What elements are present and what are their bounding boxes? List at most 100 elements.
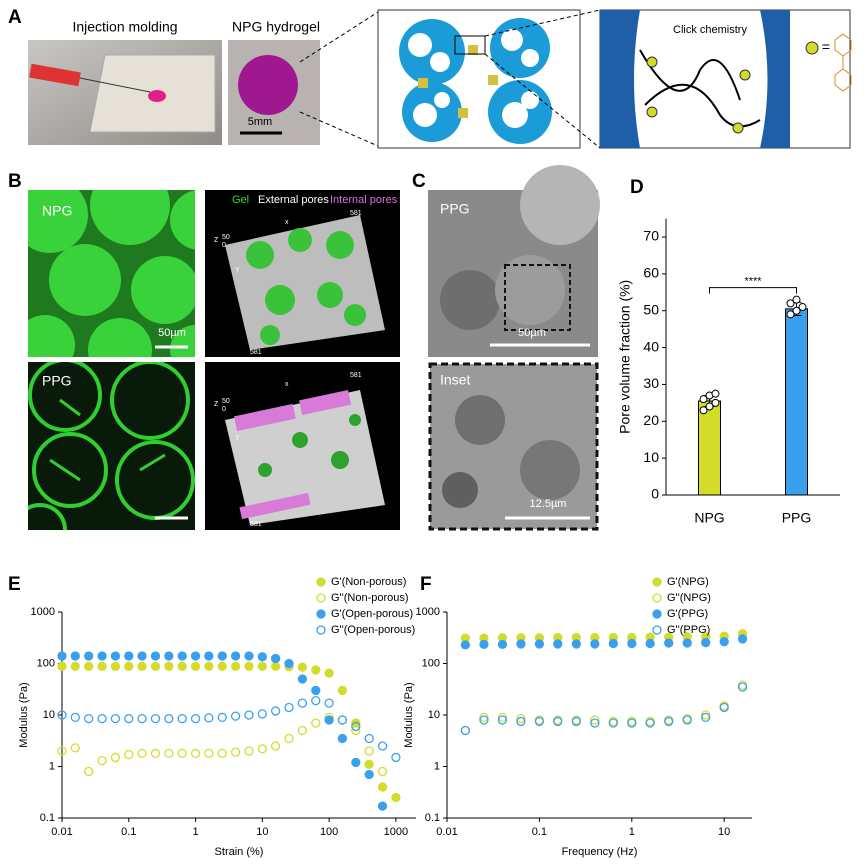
y-axis-title: Modulus (Pa) (18, 682, 30, 747)
legend-label: G'(Non-porous) (331, 576, 406, 588)
data-point (553, 639, 563, 649)
zoom-line (484, 9, 601, 37)
data-point (311, 718, 321, 728)
data-point (190, 713, 201, 724)
scale-label: 50µm (158, 327, 186, 339)
data-point (177, 748, 187, 759)
data-point (204, 661, 214, 672)
data-point (70, 661, 80, 672)
x-tick-label: 0.01 (51, 826, 72, 838)
data-point (97, 713, 107, 724)
legend-label: G''(Open-porous) (331, 624, 415, 636)
data-point (270, 653, 281, 664)
data-point (534, 716, 545, 727)
panel-c: PPG 50µm Inset 12.5µm (428, 165, 600, 531)
data-point (244, 710, 254, 720)
data-point (150, 713, 161, 724)
data-point (377, 801, 388, 811)
data-point (57, 651, 67, 661)
data-point (792, 295, 801, 304)
data-point (190, 661, 201, 672)
data-point (627, 718, 637, 728)
data-point (84, 661, 94, 672)
data-point (798, 303, 807, 312)
data-point (377, 766, 388, 777)
legend-label: G'(PPG) (667, 608, 708, 620)
y-tick-label: 1 (49, 760, 55, 772)
y-tick-label: 10 (428, 709, 440, 721)
data-point (737, 634, 748, 644)
syringe (29, 63, 81, 87)
zoom-line (299, 11, 379, 63)
bar (698, 400, 721, 496)
data-point (110, 661, 121, 672)
legend-marker (652, 625, 662, 635)
x-tick-label: 100 (320, 826, 338, 838)
legend-marker (652, 593, 662, 603)
axis-z-min: 0 (222, 242, 226, 249)
x-tick-label: NPG (694, 510, 724, 526)
panel-letter: F (420, 574, 432, 595)
panel-b: NPG PPG 50µm Gel External pores Internal… (28, 190, 400, 530)
data-point (164, 651, 174, 661)
y-tick-label: 0.1 (40, 812, 55, 824)
y-tick-label: 10 (643, 449, 659, 465)
data-point (324, 715, 334, 725)
axis-z-max: 50 (222, 234, 230, 241)
legend-external: External pores (258, 194, 329, 206)
data-point (701, 637, 711, 648)
data-point (737, 682, 748, 692)
data-point (682, 638, 692, 648)
data-point (150, 661, 161, 672)
legend-internal: Internal pores (330, 194, 398, 206)
data-point (270, 706, 281, 716)
panel-letter: B (8, 171, 22, 192)
legend-label: G''(PPG) (667, 624, 710, 636)
data-point (719, 637, 729, 647)
y-tick-label: 50 (643, 301, 659, 317)
axis-y-max: 581 (250, 521, 262, 528)
data-point (699, 406, 708, 415)
photo-title: NPG hydrogel (232, 19, 320, 35)
data-point (645, 718, 655, 728)
legend-label: G'(Open-porous) (331, 608, 413, 620)
y-tick-label: 60 (643, 265, 659, 281)
bar (785, 308, 808, 496)
data-point (124, 749, 134, 760)
x-tick-label: 0.1 (121, 826, 136, 838)
data-point (608, 638, 618, 649)
inset-label: Inset (440, 372, 470, 388)
y-tick-label: 0 (651, 486, 659, 502)
data-point (137, 713, 147, 724)
data-point (479, 712, 489, 723)
data-point (311, 685, 321, 696)
zoom-line (484, 53, 601, 149)
data-point (719, 702, 729, 713)
data-point (190, 748, 201, 759)
axis-y: Y (235, 267, 240, 274)
scale-label: 12.5µm (530, 498, 567, 510)
data-point (137, 651, 147, 661)
data-point (257, 709, 267, 719)
data-point (150, 651, 161, 661)
data-point (57, 746, 67, 756)
data-point (297, 698, 308, 708)
click-title: Click chemistry (673, 24, 747, 36)
scale-label: 5mm (248, 116, 272, 128)
click-schematic (599, 9, 851, 149)
axis-x: x (285, 219, 289, 226)
sample-label: PPG (440, 201, 470, 217)
data-point (230, 661, 241, 672)
data-point (137, 661, 147, 672)
data-point (351, 721, 361, 732)
data-point (204, 748, 214, 759)
data-point (590, 715, 600, 725)
data-point (110, 752, 121, 763)
data-point (701, 712, 711, 723)
data-point (645, 638, 655, 649)
data-point (217, 748, 227, 759)
axis-x: x (285, 381, 289, 388)
data-point (682, 715, 692, 725)
data-point (124, 713, 134, 724)
data-point (257, 661, 267, 672)
